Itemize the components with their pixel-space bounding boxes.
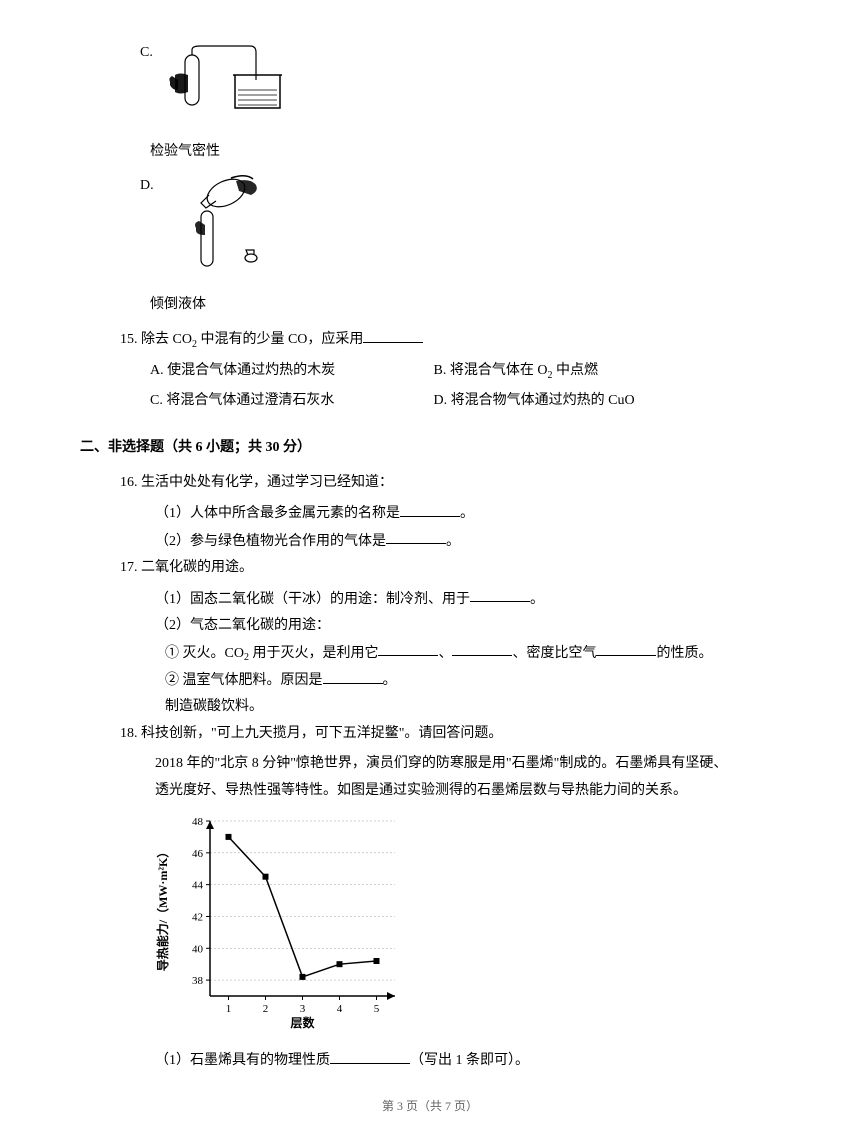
- q15-stem-mid: 中混有的少量 CO，应采用: [197, 332, 363, 347]
- svg-text:46: 46: [192, 847, 204, 859]
- svg-text:2: 2: [263, 1003, 269, 1015]
- q18-number: 18.: [120, 726, 138, 741]
- svg-text:4: 4: [337, 1003, 343, 1015]
- diagram-d: [161, 173, 291, 284]
- page-footer: 第 3 页（共 7 页）: [80, 1095, 780, 1118]
- svg-text:48: 48: [192, 816, 204, 828]
- q17-circle1: ① 灭火。CO2 用于灭火，是利用它、、密度比空气的性质。: [165, 640, 780, 667]
- q17-extra: 制造碳酸饮料。: [165, 694, 780, 721]
- svg-text:44: 44: [192, 879, 204, 891]
- svg-text:38: 38: [192, 975, 204, 987]
- option-d-caption: 倾倒液体: [150, 292, 780, 319]
- option-d-label: D.: [140, 173, 154, 200]
- q18-para1: 2018 年的"北京 8 分钟"惊艳世界，演员们穿的防寒服是用"石墨烯"制成的。…: [155, 751, 780, 778]
- q18-stem: 科技创新，"可上九天揽月，可下五洋捉鳖"。请回答问题。: [141, 726, 502, 741]
- q18-para2: 透光度好、导热性强等特性。如图是通过实验测得的石墨烯层数与导热能力间的关系。: [155, 778, 780, 805]
- q17-c1-blank2[interactable]: [452, 640, 512, 657]
- q15-optC: C. 将混合气体通过澄清石灰水: [150, 388, 430, 415]
- q18-blank1[interactable]: [330, 1047, 410, 1064]
- q15-optD: D. 将混合物气体通过灼热的 CuO: [434, 388, 635, 415]
- q15-optA: A. 使混合气体通过灼热的木炭: [150, 358, 430, 385]
- option-d-block: D.: [140, 173, 780, 284]
- option-c-label: C.: [140, 40, 153, 67]
- svg-text:5: 5: [374, 1003, 380, 1015]
- q17-c1-blank1[interactable]: [378, 640, 438, 657]
- q16: 16. 生活中处处有化学，通过学习已经知道：: [120, 470, 780, 497]
- svg-text:1: 1: [226, 1003, 232, 1015]
- svg-text:40: 40: [192, 943, 204, 955]
- option-c-block: C.: [140, 40, 780, 131]
- graphene-chart: 38 40 42 44 46 48 1 2 3 4 5 层数 导热能力/（MW·m²K）: [155, 811, 780, 1042]
- q16-stem: 生活中处处有化学，通过学习已经知道：: [141, 475, 393, 490]
- q15-optB: B. 将混合气体在 O2 中点燃: [434, 358, 598, 385]
- q17-c2-blank[interactable]: [323, 667, 383, 684]
- q15-options: A. 使混合气体通过灼热的木炭 B. 将混合气体在 O2 中点燃 C. 将混合气…: [150, 358, 780, 415]
- q15: 15. 除去 CO2 中混有的少量 CO，应采用: [120, 326, 780, 353]
- q17-number: 17.: [120, 560, 138, 575]
- svg-text:层数: 层数: [290, 1015, 315, 1030]
- q16-part2: （2）参与绿色植物光合作用的气体是。: [155, 528, 780, 555]
- section2-header: 二、非选择题（共 6 小题；共 30 分）: [80, 435, 780, 462]
- q18: 18. 科技创新，"可上九天揽月，可下五洋捉鳖"。请回答问题。: [120, 721, 780, 748]
- option-c-caption: 检验气密性: [150, 139, 780, 166]
- q16-blank1[interactable]: [400, 500, 460, 517]
- diagram-c: [160, 40, 310, 131]
- svg-text:导热能力/（MW·m²K）: 导热能力/（MW·m²K）: [155, 845, 170, 971]
- q17-stem: 二氧化碳的用途。: [141, 560, 253, 575]
- q16-number: 16.: [120, 475, 138, 490]
- q17-part1: （1）固态二氧化碳（干冰）的用途：制冷剂、用于。: [155, 586, 780, 613]
- q17-c1-blank3[interactable]: [596, 640, 656, 657]
- q17: 17. 二氧化碳的用途。: [120, 555, 780, 582]
- q16-blank2[interactable]: [386, 528, 446, 545]
- q15-number: 15.: [120, 332, 138, 347]
- q18-part1: （1）石墨烯具有的物理性质（写出 1 条即可）。: [155, 1047, 780, 1074]
- q15-stem-pre: 除去 CO: [141, 332, 192, 347]
- q17-blank1[interactable]: [470, 586, 530, 603]
- q17-circle2: ② 温室气体肥料。原因是。: [165, 667, 780, 694]
- svg-text:3: 3: [300, 1003, 306, 1015]
- svg-text:42: 42: [192, 911, 203, 923]
- q15-blank[interactable]: [363, 326, 423, 343]
- q17-part2: （2）气态二氧化碳的用途：: [155, 613, 780, 640]
- q16-part1: （1）人体中所含最多金属元素的名称是。: [155, 500, 780, 527]
